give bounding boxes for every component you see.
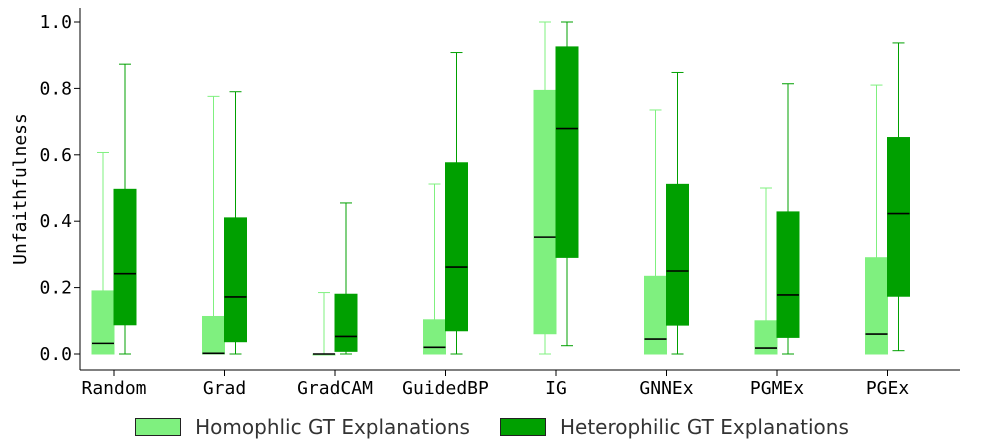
- box-iqr: [335, 294, 357, 351]
- box-ig-homophilic: [534, 22, 556, 354]
- box-pgex-heterophilic: [888, 43, 910, 351]
- y-tick-label: 0.8: [39, 78, 72, 99]
- legend: Homophlic GT Explanations Heterophilic G…: [0, 410, 984, 444]
- box-pgmex-heterophilic: [777, 84, 799, 354]
- box-gradcam-heterophilic: [335, 203, 357, 354]
- y-tick-label: 0.6: [39, 145, 72, 166]
- box-iqr: [888, 138, 910, 297]
- x-tick-label: Grad: [203, 378, 246, 399]
- box-grad-homophilic: [203, 96, 225, 354]
- x-tick-label: PGMEx: [750, 378, 804, 399]
- box-random-heterophilic: [114, 64, 136, 354]
- box-iqr: [534, 90, 556, 333]
- box-iqr: [667, 184, 689, 325]
- box-iqr: [866, 258, 888, 354]
- box-random-homophilic: [92, 152, 114, 354]
- box-gnnex-homophilic: [645, 110, 667, 354]
- x-tick-label: IG: [545, 378, 567, 399]
- box-iqr: [755, 321, 777, 354]
- box-iqr: [114, 189, 136, 324]
- box-gnnex-heterophilic: [667, 72, 689, 354]
- y-tick-label: 0.4: [39, 211, 72, 232]
- legend-label-homophilic: Homophlic GT Explanations: [195, 415, 470, 439]
- x-tick-label: GuidedBP: [402, 378, 489, 399]
- x-tick-label: GNNEx: [639, 378, 693, 399]
- x-tick-label: PGEx: [866, 378, 910, 399]
- box-iqr: [446, 163, 468, 331]
- box-ig-heterophilic: [556, 22, 578, 346]
- box-pgmex-homophilic: [755, 188, 777, 354]
- boxplot-chart: 0.0 0.2 0.4 0.6 0.8 1.0 Random Grad GradCAM Guid…: [0, 0, 984, 410]
- box-iqr: [777, 212, 799, 337]
- box-iqr: [92, 291, 114, 354]
- box-iqr: [556, 47, 578, 257]
- legend-swatch-homophilic: [135, 418, 181, 436]
- box-guidedbp-heterophilic: [446, 53, 468, 354]
- y-tick-label: 0.0: [39, 344, 72, 365]
- y-tick-label: 1.0: [39, 12, 72, 33]
- box-gradcam-homophilic: [313, 293, 335, 355]
- legend-item-homophilic: Homophlic GT Explanations: [135, 415, 470, 439]
- y-axis-label: Unfaithfulness: [10, 113, 31, 265]
- box-iqr: [203, 316, 225, 354]
- box-iqr: [424, 320, 446, 354]
- box-grad-heterophilic: [225, 92, 247, 354]
- x-tick-label: Random: [81, 378, 146, 399]
- box-iqr: [645, 276, 667, 354]
- legend-label-heterophilic: Heterophilic GT Explanations: [560, 415, 849, 439]
- y-axis-ticks: 0.0 0.2 0.4 0.6 0.8 1.0: [39, 12, 80, 365]
- y-tick-label: 0.2: [39, 278, 72, 299]
- legend-swatch-heterophilic: [500, 418, 546, 436]
- box-guidedbp-homophilic: [424, 184, 446, 354]
- legend-item-heterophilic: Heterophilic GT Explanations: [500, 415, 849, 439]
- box-pgex-homophilic: [866, 85, 888, 354]
- x-tick-label: GradCAM: [297, 378, 373, 399]
- x-axis-ticks: Random Grad GradCAM GuidedBP IG GNNEx PGMEx PGE…: [81, 370, 909, 399]
- box-iqr: [225, 218, 247, 342]
- plot-area: [92, 22, 910, 355]
